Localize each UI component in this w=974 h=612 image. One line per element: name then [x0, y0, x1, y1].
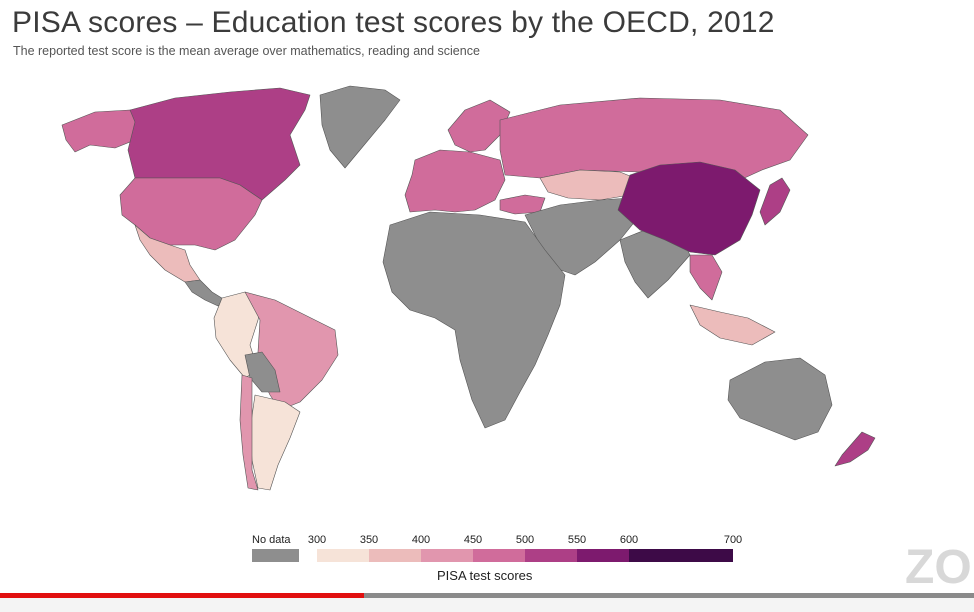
legend-tick-5: 550	[567, 534, 587, 546]
region-new-zealand	[834, 431, 876, 467]
legend-bin-0	[317, 549, 369, 562]
video-progress-track[interactable]	[0, 593, 974, 598]
legend-bin-6	[629, 549, 733, 562]
region-china	[617, 161, 761, 256]
region-chile	[239, 374, 259, 491]
region-argentina	[249, 394, 301, 491]
legend-no-data-swatch	[252, 549, 299, 562]
region-usa	[119, 177, 263, 251]
page-title: PISA scores – Education test scores by t…	[12, 6, 775, 39]
legend-tick-3: 450	[463, 534, 483, 546]
legend-bin-3	[473, 549, 525, 562]
legend-tick-1: 350	[359, 534, 379, 546]
video-control-strip	[0, 598, 974, 612]
legend-bin-5	[577, 549, 629, 562]
legend-tick-7: 700	[723, 534, 743, 546]
legend-title: PISA test scores	[437, 568, 533, 583]
world-map	[61, 85, 876, 491]
legend-no-data-label: No data	[252, 534, 291, 546]
legend-tick-4: 500	[515, 534, 535, 546]
legend: No data 300 350 400 450 500 550 600 700 PISA te…	[0, 530, 974, 590]
legend-bin-4	[525, 549, 577, 562]
region-indonesia	[689, 304, 776, 346]
region-brazil	[244, 291, 339, 411]
region-australia	[727, 357, 833, 441]
video-progress-fill	[0, 593, 365, 598]
legend-tick-0: 300	[307, 534, 327, 546]
region-central-america	[184, 279, 226, 307]
page-subtitle: The reported test score is the mean aver…	[13, 44, 480, 58]
region-japan	[759, 177, 791, 226]
region-southeast-asia	[689, 254, 723, 301]
region-alaska	[61, 109, 141, 153]
legend-tick-2: 400	[411, 534, 431, 546]
region-greenland	[319, 85, 401, 169]
region-russia	[499, 97, 809, 181]
region-europe-west	[404, 149, 506, 213]
legend-tick-6: 600	[619, 534, 639, 546]
region-africa	[382, 211, 566, 429]
legend-bin-1	[369, 549, 421, 562]
region-canada	[127, 87, 311, 201]
channel-logo: ZO	[905, 541, 972, 594]
legend-bin-2	[421, 549, 473, 562]
